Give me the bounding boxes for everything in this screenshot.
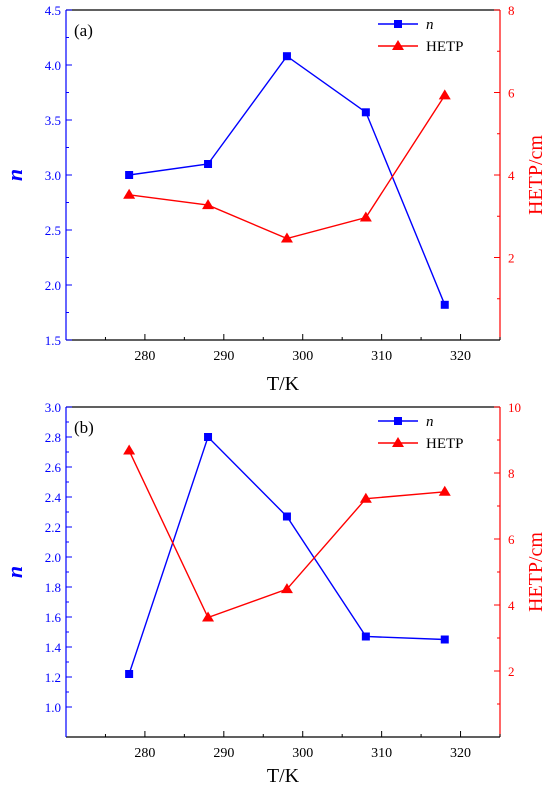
data-point-hetp (202, 199, 215, 210)
x-tick-label: 290 (213, 349, 234, 364)
x-tick-label: 300 (292, 746, 313, 761)
left-tick-label: 2.0 (45, 550, 61, 565)
x-tick-label: 320 (450, 349, 471, 364)
left-tick-label: 4.0 (45, 58, 61, 73)
left-tick-label: 2.5 (45, 223, 61, 238)
legend-label-n: n (426, 17, 434, 33)
left-axis-title: n (2, 169, 27, 181)
data-point-hetp (359, 211, 372, 222)
legend-marker-hetp (392, 40, 404, 50)
left-axis-title: n (2, 566, 27, 578)
left-tick-label: 1.2 (45, 670, 61, 685)
x-tick-label: 300 (292, 349, 313, 364)
legend-label-hetp: HETP (426, 436, 464, 452)
left-tick-label: 2.6 (45, 460, 62, 475)
data-point-n (282, 512, 291, 521)
x-tick-label: 280 (134, 349, 155, 364)
data-point-hetp (202, 611, 215, 622)
series-line-hetp (129, 95, 446, 240)
right-tick-label: 2 (508, 251, 515, 266)
right-tick-label: 4 (508, 168, 515, 183)
legend-marker-hetp (392, 437, 404, 447)
panel-label: (a) (74, 21, 93, 40)
x-axis-title: T/K (267, 765, 300, 787)
right-tick-label: 6 (508, 86, 515, 101)
data-point-hetp (359, 492, 372, 503)
x-axis-title: T/K (267, 373, 300, 395)
data-point-n (282, 52, 291, 61)
data-point-n (440, 635, 449, 644)
right-tick-label: 10 (508, 400, 521, 415)
panel-label: (b) (74, 418, 94, 437)
left-tick-label: 1.4 (45, 640, 62, 655)
data-point-n (125, 171, 134, 179)
left-tick-label: 2.0 (45, 278, 61, 293)
series-line-n (128, 435, 445, 675)
right-tick-label: 4 (508, 598, 515, 613)
data-point-hetp (123, 444, 136, 455)
left-tick-label: 1.0 (45, 700, 61, 715)
left-tick-label: 3.0 (45, 400, 61, 415)
right-axis-title: HETP/cm (525, 532, 547, 612)
left-tick-label: 3.0 (45, 168, 61, 183)
left-tick-label: 1.8 (45, 580, 61, 595)
data-point-hetp (280, 583, 293, 594)
x-tick-label: 280 (134, 746, 155, 761)
left-tick-label: 3.5 (45, 113, 61, 128)
legend-marker-n (394, 20, 402, 28)
legend-label-n: n (426, 414, 434, 430)
data-point-hetp (280, 232, 293, 243)
data-point-hetp (438, 485, 451, 496)
series-line-n (129, 55, 446, 306)
data-point-n (204, 433, 213, 441)
right-tick-label: 2 (508, 664, 515, 679)
right-tick-label: 8 (508, 3, 515, 18)
x-tick-label: 290 (213, 746, 234, 761)
data-point-n (440, 300, 449, 309)
x-tick-label: 320 (450, 746, 471, 761)
left-tick-label: 2.2 (45, 520, 61, 535)
chart-panel-a: 280 290 300 310 320 1.5 2.0 2.5 3.0 3.5 4.0 4.5 2 4 6 8… (2, 3, 547, 395)
data-point-hetp (123, 188, 136, 199)
x-tick-label: 310 (371, 349, 392, 364)
left-tick-label: 2.4 (45, 490, 62, 505)
right-tick-label: 8 (508, 466, 515, 481)
left-tick-label: 2.8 (45, 430, 61, 445)
legend-label-hetp: HETP (426, 39, 464, 55)
left-tick-label: 1.5 (45, 333, 61, 348)
chart-panel-b: 280 290 300 310 320 1.0 1.2 1.4 1.6 1.8 2.0 2.2 2.4 2… (2, 400, 547, 787)
data-point-n (125, 670, 134, 678)
data-point-n (204, 160, 213, 168)
right-tick-label: 6 (508, 532, 515, 547)
legend-marker-n (394, 417, 402, 425)
data-point-n (361, 632, 370, 641)
x-tick-label: 310 (371, 746, 392, 761)
left-tick-label: 1.6 (45, 610, 62, 625)
right-axis-title: HETP/cm (525, 135, 547, 215)
left-tick-label: 4.5 (45, 3, 61, 18)
data-point-n (361, 108, 370, 117)
data-point-hetp (438, 89, 451, 100)
